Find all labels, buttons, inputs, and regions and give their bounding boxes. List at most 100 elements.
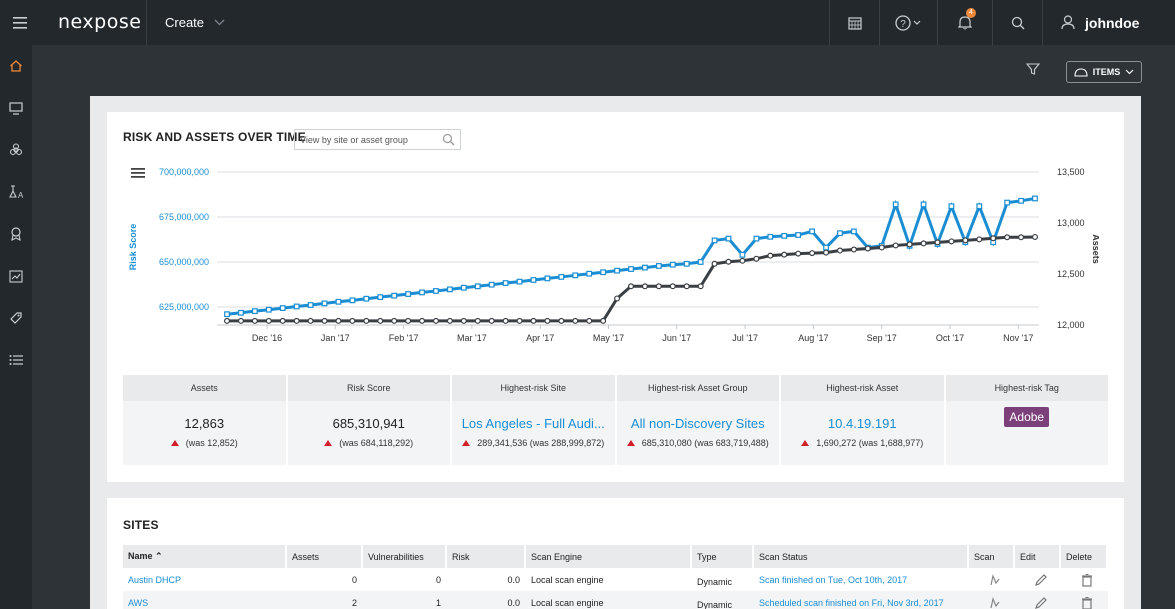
stat-value[interactable]: Los Angeles - Full Audi... [461, 416, 605, 431]
data-point [642, 264, 648, 271]
risk-cell: 0.0 [507, 574, 520, 585]
data-point [864, 245, 871, 252]
y-right-tick-label: 13,000 [1057, 218, 1085, 228]
chevron-down-icon [1125, 69, 1134, 75]
stat-column: Assets 12,863 (was 12,852) [123, 375, 286, 465]
sidebar-item-vulnerabilities[interactable] [0, 129, 32, 171]
create-label: Create [165, 15, 205, 30]
x-tick-label: Feb '17 [389, 333, 419, 343]
column-header[interactable]: Assets [287, 545, 363, 568]
data-point [837, 230, 843, 237]
svg-text:?: ? [900, 19, 906, 30]
data-point [586, 317, 593, 324]
data-point [224, 311, 230, 318]
data-point [488, 317, 495, 324]
column-header[interactable]: Risk [447, 545, 526, 568]
create-menu[interactable]: Create [146, 0, 246, 45]
x-tick-label: May '17 [593, 333, 624, 343]
data-point [223, 317, 230, 324]
delete-button[interactable] [1061, 596, 1108, 609]
column-header[interactable]: Type [692, 545, 754, 568]
data-point [1018, 197, 1024, 204]
data-point [544, 317, 551, 324]
data-point [307, 302, 314, 308]
stat-column: Highest-risk Asset Group All non-Discover… [616, 375, 779, 465]
sidebar-item-reports[interactable] [0, 255, 32, 297]
edit-button[interactable] [1015, 573, 1061, 587]
monitor-icon [9, 101, 23, 115]
y-left-tick-label: 625,000,000 [159, 302, 209, 312]
data-point [962, 237, 969, 244]
data-point [405, 291, 412, 297]
trash-icon [1082, 596, 1092, 609]
highest-risk-tag[interactable]: Adobe [1004, 407, 1050, 427]
scan-status-link[interactable]: Scheduled scan finished on Fri, Nov 3rd,… [759, 597, 944, 608]
menu-icon[interactable] [0, 0, 40, 45]
data-point [363, 295, 370, 302]
column-header[interactable]: Edit [1015, 545, 1061, 568]
user-menu[interactable]: johndoe [1042, 0, 1175, 45]
increase-arrow-icon [324, 440, 333, 446]
data-point [238, 309, 244, 316]
data-point [349, 317, 356, 324]
data-point [251, 317, 258, 324]
stat-column: Highest-risk Asset 10.4.19.191 1,690,272 (… [781, 375, 944, 465]
y-left-tick-label: 700,000,000 [159, 167, 209, 177]
site-name-link[interactable]: AWS [128, 597, 149, 608]
filter-button[interactable] [1025, 62, 1044, 80]
sidebar-item-tags[interactable] [0, 297, 32, 339]
column-header[interactable]: Scan [969, 545, 1015, 568]
data-point [446, 286, 453, 293]
scan-button[interactable] [969, 596, 1015, 609]
filter-icon [1025, 63, 1041, 75]
x-tick-label: Oct '17 [936, 333, 964, 343]
dashboard-frame: RISK AND ASSETS OVER TIME View by site o… [90, 96, 1141, 609]
risk-card-title: RISK AND ASSETS OVER TIME [123, 130, 306, 144]
data-point [906, 241, 913, 248]
column-header[interactable]: Name ⌃ [123, 545, 287, 568]
notifications-button[interactable]: 4 [937, 0, 992, 45]
edit-button[interactable] [1015, 596, 1061, 609]
column-header[interactable]: Scan Engine [526, 545, 692, 568]
site-search-input[interactable]: View by site or asset group [294, 129, 461, 150]
stat-value[interactable]: 10.4.19.191 [827, 416, 897, 431]
column-header[interactable]: Delete [1061, 545, 1108, 568]
data-point [251, 308, 258, 315]
items-label: ITEMS [1092, 67, 1121, 77]
help-button[interactable]: ? [879, 0, 937, 45]
global-search-button[interactable] [992, 0, 1042, 45]
column-header[interactable]: Scan Status [754, 545, 969, 568]
data-point [502, 317, 509, 324]
scan-button[interactable] [969, 573, 1015, 587]
sidebar-item-remediation[interactable] [0, 213, 32, 255]
sidebar-item-home[interactable] [0, 45, 32, 87]
data-point [753, 235, 760, 242]
y-left-tick-label: 675,000,000 [159, 212, 209, 222]
y-right-tick-label: 12,000 [1057, 320, 1085, 330]
site-name-link[interactable]: Austin DHCP [128, 574, 182, 585]
data-point [976, 203, 983, 210]
calendar-button[interactable] [829, 0, 879, 45]
scan-icon [989, 596, 999, 608]
data-point [1031, 233, 1038, 240]
sidebar-item-policies[interactable]: A [0, 171, 32, 213]
table-row: AWS 2 1 0.0 Local scan engine Dynamic Schedule… [123, 591, 1108, 609]
search-icon [1011, 16, 1024, 29]
scan-status-link[interactable]: Scan finished on Tue, Oct 10th, 2017 [759, 574, 908, 585]
stat-tag-wrap: Adobe [946, 401, 1109, 427]
risk-assets-card: RISK AND ASSETS OVER TIME View by site o… [107, 112, 1124, 482]
delete-button[interactable] [1061, 573, 1108, 587]
data-point [920, 201, 927, 208]
column-header[interactable]: Vulnerabilities [363, 545, 447, 568]
data-point [892, 201, 899, 208]
items-dropdown[interactable]: ITEMS [1066, 61, 1142, 83]
sidebar-item-administration[interactable] [0, 339, 32, 381]
stat-header: Highest-risk Tag [945, 375, 1108, 401]
policy-icon: A [9, 185, 23, 199]
stat-value[interactable]: All non-Discovery Sites [630, 416, 765, 431]
biohazard-icon [9, 143, 23, 156]
sidebar-item-assets[interactable] [0, 87, 32, 129]
app-logo[interactable]: nexpose [58, 11, 142, 33]
data-point [572, 272, 579, 279]
assets-cell: 2 [351, 597, 357, 608]
